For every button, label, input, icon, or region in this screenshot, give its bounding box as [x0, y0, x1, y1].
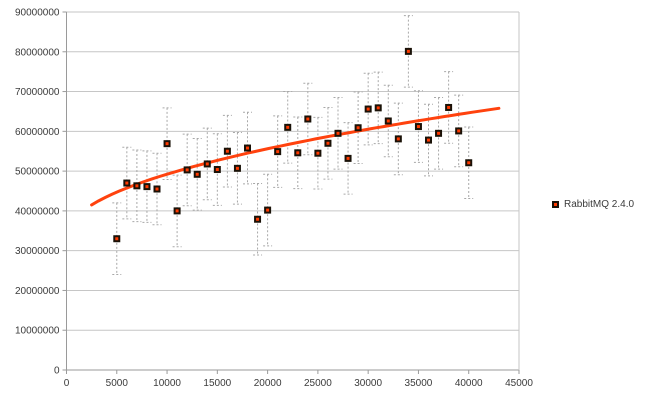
- y-tick-label: 80000000: [15, 47, 60, 58]
- data-point-center: [396, 137, 400, 141]
- x-tick-label: 0: [64, 378, 70, 389]
- data-point-center: [406, 49, 410, 53]
- x-tick-label: 45000: [505, 378, 533, 389]
- data-point-center: [256, 217, 260, 221]
- data-point-center: [185, 168, 189, 172]
- data-point-center: [296, 151, 300, 155]
- data-point-center: [145, 185, 149, 189]
- data-point-center: [125, 181, 129, 185]
- data-point-center: [376, 106, 380, 110]
- data-point-center: [215, 168, 219, 172]
- data-point-center: [195, 172, 199, 176]
- data-point-center: [246, 146, 249, 150]
- data-point-center: [276, 150, 280, 154]
- data-point-center: [366, 107, 370, 111]
- data-point-center: [356, 126, 360, 130]
- data-point-center: [316, 151, 320, 155]
- data-point-center: [447, 105, 451, 109]
- data-point-center: [165, 142, 169, 146]
- y-tick-label: 30000000: [15, 246, 60, 257]
- data-point-center: [266, 208, 270, 212]
- x-tick-label: 15000: [203, 378, 231, 389]
- data-point-center: [205, 162, 209, 166]
- y-tick-label: 70000000: [15, 87, 60, 98]
- data-point-center: [306, 117, 310, 121]
- y-tick-label: 60000000: [15, 127, 60, 138]
- data-point-center: [175, 209, 179, 213]
- y-tick-label: 40000000: [15, 206, 60, 217]
- y-tick-label: 0: [54, 366, 60, 377]
- data-point-center: [346, 156, 350, 160]
- y-tick-label: 90000000: [15, 8, 60, 19]
- x-tick-label: 40000: [455, 378, 483, 389]
- data-point-center: [115, 237, 119, 241]
- data-point-center: [326, 141, 330, 145]
- legend-label: RabbitMQ 2.4.0: [564, 199, 635, 210]
- x-tick-label: 35000: [405, 378, 433, 389]
- data-point-center: [386, 119, 390, 123]
- data-point-center: [467, 161, 471, 165]
- x-tick-label: 25000: [304, 378, 332, 389]
- y-tick-label: 50000000: [15, 167, 60, 178]
- x-tick-label: 20000: [254, 378, 282, 389]
- data-point-center: [457, 129, 461, 133]
- x-tick-label: 10000: [153, 378, 181, 389]
- data-point-center: [135, 184, 139, 188]
- data-point-center: [427, 138, 430, 142]
- data-point-center: [437, 131, 441, 135]
- y-tick-label: 20000000: [15, 286, 60, 297]
- data-point-center: [336, 131, 340, 135]
- data-point-center: [235, 166, 239, 170]
- legend-marker-inner: [554, 203, 557, 206]
- x-tick-label: 30000: [354, 378, 382, 389]
- legend: RabbitMQ 2.4.0: [552, 199, 634, 210]
- data-point-center: [286, 125, 290, 129]
- data-point-center: [155, 187, 159, 191]
- x-tick-label: 5000: [106, 378, 129, 389]
- y-tick-label: 10000000: [15, 326, 60, 337]
- trend-line: [90, 106, 501, 207]
- data-point-center: [225, 149, 229, 153]
- data-point-center: [416, 125, 420, 129]
- legend-marker-icon: [552, 201, 559, 208]
